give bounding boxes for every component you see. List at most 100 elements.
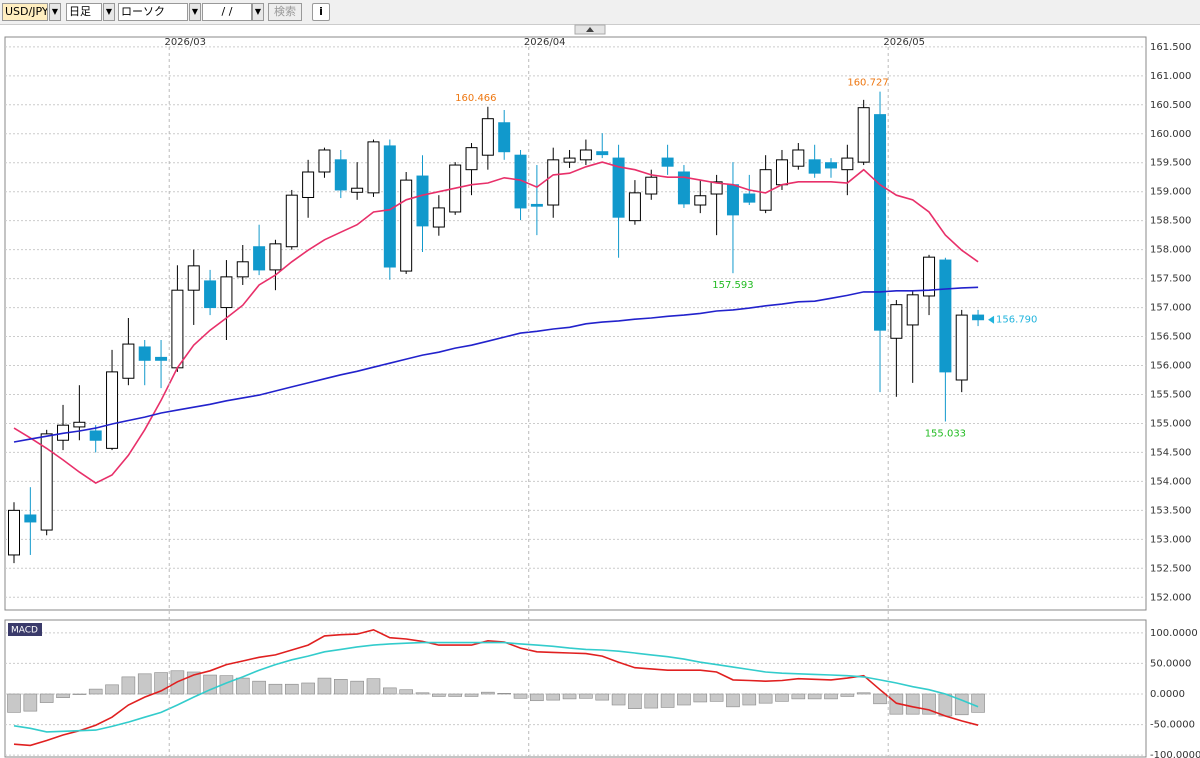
period-select[interactable]: 日足 bbox=[66, 3, 102, 21]
histogram-bar bbox=[546, 693, 561, 701]
candle-body bbox=[596, 151, 609, 156]
candle-body bbox=[906, 294, 919, 326]
y-tick-label: -50.0000 bbox=[1150, 720, 1195, 731]
candle-body bbox=[24, 514, 37, 523]
dropdown[interactable]: ▼ bbox=[189, 3, 201, 21]
histogram-bar bbox=[366, 678, 381, 695]
dropdown[interactable]: ▼ bbox=[103, 3, 115, 21]
histogram-bar bbox=[628, 693, 642, 709]
candle-body bbox=[204, 280, 217, 309]
candle-body bbox=[514, 154, 527, 209]
moving-average bbox=[13, 161, 979, 485]
candle-body bbox=[285, 194, 298, 248]
histogram-bar bbox=[39, 693, 54, 703]
toolbar: USD/JPY ▼ 日足 ▼ ローソク(BID) ▼ / / ▼ 検索 i bbox=[0, 0, 1200, 25]
histogram-bar bbox=[595, 693, 610, 701]
histogram-bar bbox=[7, 693, 21, 713]
histogram-bar bbox=[726, 693, 740, 708]
histogram-bar bbox=[530, 693, 544, 702]
candle-body bbox=[40, 433, 53, 531]
histogram-bar bbox=[758, 693, 773, 704]
macd-line bbox=[13, 628, 979, 747]
candle-body bbox=[138, 346, 151, 361]
last-price-label: 156.790 bbox=[996, 315, 1037, 326]
info-button[interactable]: i bbox=[312, 3, 330, 21]
search-button[interactable]: 検索 bbox=[268, 3, 302, 21]
y-tick-label: 100.0000 bbox=[1150, 628, 1198, 639]
candle-body bbox=[106, 371, 119, 449]
candle-body bbox=[841, 157, 854, 171]
candle-body bbox=[465, 147, 478, 171]
histogram-bar bbox=[938, 693, 953, 717]
histogram-bar bbox=[856, 692, 871, 695]
candle-body bbox=[481, 118, 494, 156]
candle-body bbox=[187, 265, 200, 291]
histogram-bar bbox=[660, 693, 675, 708]
histogram-bar bbox=[252, 680, 266, 695]
y-tick-label: 157.000 bbox=[1150, 303, 1191, 314]
y-tick-label: 159.500 bbox=[1150, 158, 1191, 169]
y-tick-label: 154.000 bbox=[1150, 476, 1191, 487]
candle-body bbox=[416, 175, 429, 227]
y-tick-label: 160.500 bbox=[1150, 100, 1191, 111]
candle-body bbox=[400, 179, 413, 272]
collapse-arrow bbox=[586, 27, 594, 32]
candle-body bbox=[236, 261, 249, 278]
y-tick-label: 156.500 bbox=[1150, 332, 1191, 343]
histogram-bar bbox=[954, 693, 969, 716]
candle-body bbox=[269, 243, 282, 271]
histogram-bar bbox=[775, 693, 789, 702]
dropdown[interactable]: ▼ bbox=[49, 3, 61, 21]
histogram-bar bbox=[432, 693, 446, 697]
y-tick-label: 158.000 bbox=[1150, 245, 1191, 256]
histogram-bar bbox=[105, 684, 119, 695]
histogram-bar bbox=[971, 693, 985, 713]
price-annotation: 155.033 bbox=[925, 429, 966, 440]
histogram-bar bbox=[448, 693, 462, 697]
chart-kind-select[interactable]: ローソク(BID) bbox=[118, 3, 188, 21]
candle-body bbox=[710, 181, 723, 195]
date-input[interactable]: / / bbox=[202, 3, 252, 21]
y-tick-label: 153.500 bbox=[1150, 505, 1191, 516]
y-tick-label: 157.500 bbox=[1150, 274, 1191, 285]
histogram-bar bbox=[693, 693, 708, 703]
y-tick-label: 161.000 bbox=[1150, 71, 1191, 82]
candle-body bbox=[171, 289, 184, 369]
candle-body bbox=[955, 314, 968, 381]
histogram-bar bbox=[481, 691, 495, 695]
candle-body bbox=[972, 314, 985, 321]
candle-body bbox=[857, 107, 870, 163]
symbol-select[interactable]: USD/JPY bbox=[2, 3, 48, 21]
histogram-bar bbox=[383, 687, 397, 695]
signal-line bbox=[13, 641, 979, 733]
histogram-bar bbox=[186, 671, 201, 695]
candle-body bbox=[645, 176, 658, 195]
price-annotation: 160.727 bbox=[847, 78, 888, 89]
candle-body bbox=[8, 509, 20, 556]
y-tick-label: 0.0000 bbox=[1150, 689, 1185, 700]
candle-body bbox=[122, 343, 135, 379]
y-tick-label: 154.500 bbox=[1150, 447, 1191, 458]
main-pane bbox=[4, 36, 1147, 611]
histogram-bar bbox=[807, 693, 822, 700]
y-tick-label: 50.0000 bbox=[1150, 658, 1191, 669]
histogram-bar bbox=[203, 674, 217, 695]
histogram-bar bbox=[72, 693, 87, 695]
histogram-bar bbox=[791, 693, 806, 700]
candle-body bbox=[628, 192, 641, 222]
dropdown[interactable]: ▼ bbox=[252, 3, 264, 21]
histogram-bar bbox=[23, 693, 38, 712]
histogram-bar bbox=[464, 693, 479, 697]
candle-body bbox=[890, 304, 903, 339]
candle-body bbox=[367, 141, 380, 194]
histogram-bar bbox=[677, 693, 691, 706]
last-price-marker bbox=[988, 315, 995, 324]
candle-body bbox=[775, 159, 788, 186]
y-tick-label: 160.000 bbox=[1150, 129, 1191, 140]
candle-body bbox=[89, 430, 102, 441]
candle-body bbox=[759, 169, 772, 211]
candle-body bbox=[939, 259, 952, 373]
candle-body bbox=[432, 207, 445, 228]
